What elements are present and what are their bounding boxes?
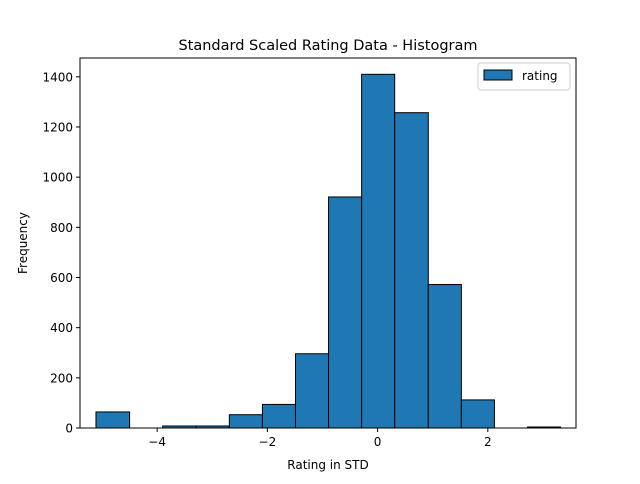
x-tick-label: 2 bbox=[484, 435, 492, 449]
histogram-bar bbox=[95, 411, 131, 429]
histogram-bar bbox=[394, 112, 429, 429]
x-ticks-group: −4 −2 0 2 bbox=[148, 428, 492, 449]
histogram-bar bbox=[427, 284, 462, 429]
histogram-bar bbox=[460, 399, 495, 429]
y-tick-label: 0 bbox=[65, 422, 73, 436]
chart-title: Standard Scaled Rating Data - Histogram bbox=[178, 38, 477, 54]
y-tick-label: 1000 bbox=[42, 171, 73, 185]
histogram-bar bbox=[294, 353, 330, 429]
y-tick-label: 800 bbox=[50, 221, 73, 235]
x-tick-label: −2 bbox=[259, 435, 277, 449]
y-tick-label: 1400 bbox=[42, 70, 73, 84]
histogram-bar bbox=[228, 414, 263, 429]
y-tick-label: 600 bbox=[50, 271, 73, 285]
histogram-bar bbox=[261, 403, 296, 429]
bars-group bbox=[95, 73, 562, 429]
y-tick-label: 1200 bbox=[42, 120, 73, 134]
histogram-bar bbox=[328, 196, 363, 429]
y-tick-label: 400 bbox=[50, 321, 73, 335]
legend-swatch bbox=[483, 69, 513, 81]
y-tick-label: 200 bbox=[50, 371, 73, 385]
x-axis-label: Rating in STD bbox=[287, 458, 368, 472]
x-tick-label: 0 bbox=[374, 435, 382, 449]
x-tick-label: −4 bbox=[148, 435, 166, 449]
histogram-bar bbox=[361, 73, 396, 429]
y-axis-label: Frequency bbox=[16, 212, 30, 274]
y-ticks-group: 0 200 400 600 800 1000 1200 1400 bbox=[42, 70, 80, 436]
plot-frame bbox=[79, 57, 577, 429]
legend-label: rating bbox=[522, 69, 558, 83]
legend: rating bbox=[477, 62, 571, 91]
